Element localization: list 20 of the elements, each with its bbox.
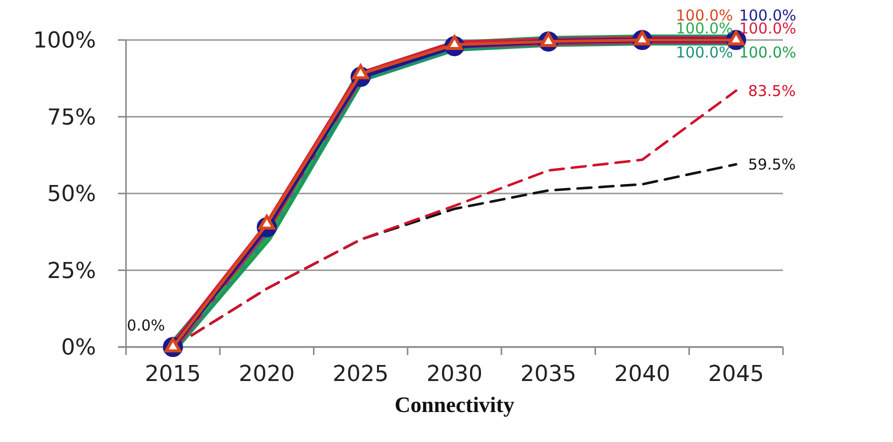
point xyxy=(258,214,276,230)
y-tick-label: 0% xyxy=(61,336,96,361)
x-tick-label: 2020 xyxy=(238,362,295,387)
x-tick-label: 2030 xyxy=(426,362,482,387)
point xyxy=(634,30,651,46)
data-label: 59.5% xyxy=(748,156,796,174)
y-tick-label: 25% xyxy=(47,258,96,284)
x-tick-label: 2035 xyxy=(520,362,576,387)
y-tick-label: 50% xyxy=(47,182,96,208)
x-axis-title: Connectivity xyxy=(394,392,514,417)
x-tick-label: 2015 xyxy=(144,362,201,387)
y-tick-label: 100% xyxy=(33,28,96,54)
data-label: 83.5% xyxy=(748,82,796,100)
data-label: 0.0% xyxy=(126,316,166,334)
y-tick-label: 75% xyxy=(47,105,96,130)
x-tick-label: 2045 xyxy=(708,362,764,387)
x-tick-label: 2025 xyxy=(332,362,389,387)
data-label: 100.0% xyxy=(739,43,796,62)
x-tick-label: 2040 xyxy=(614,362,670,387)
data-label: 100.0% xyxy=(676,43,734,62)
